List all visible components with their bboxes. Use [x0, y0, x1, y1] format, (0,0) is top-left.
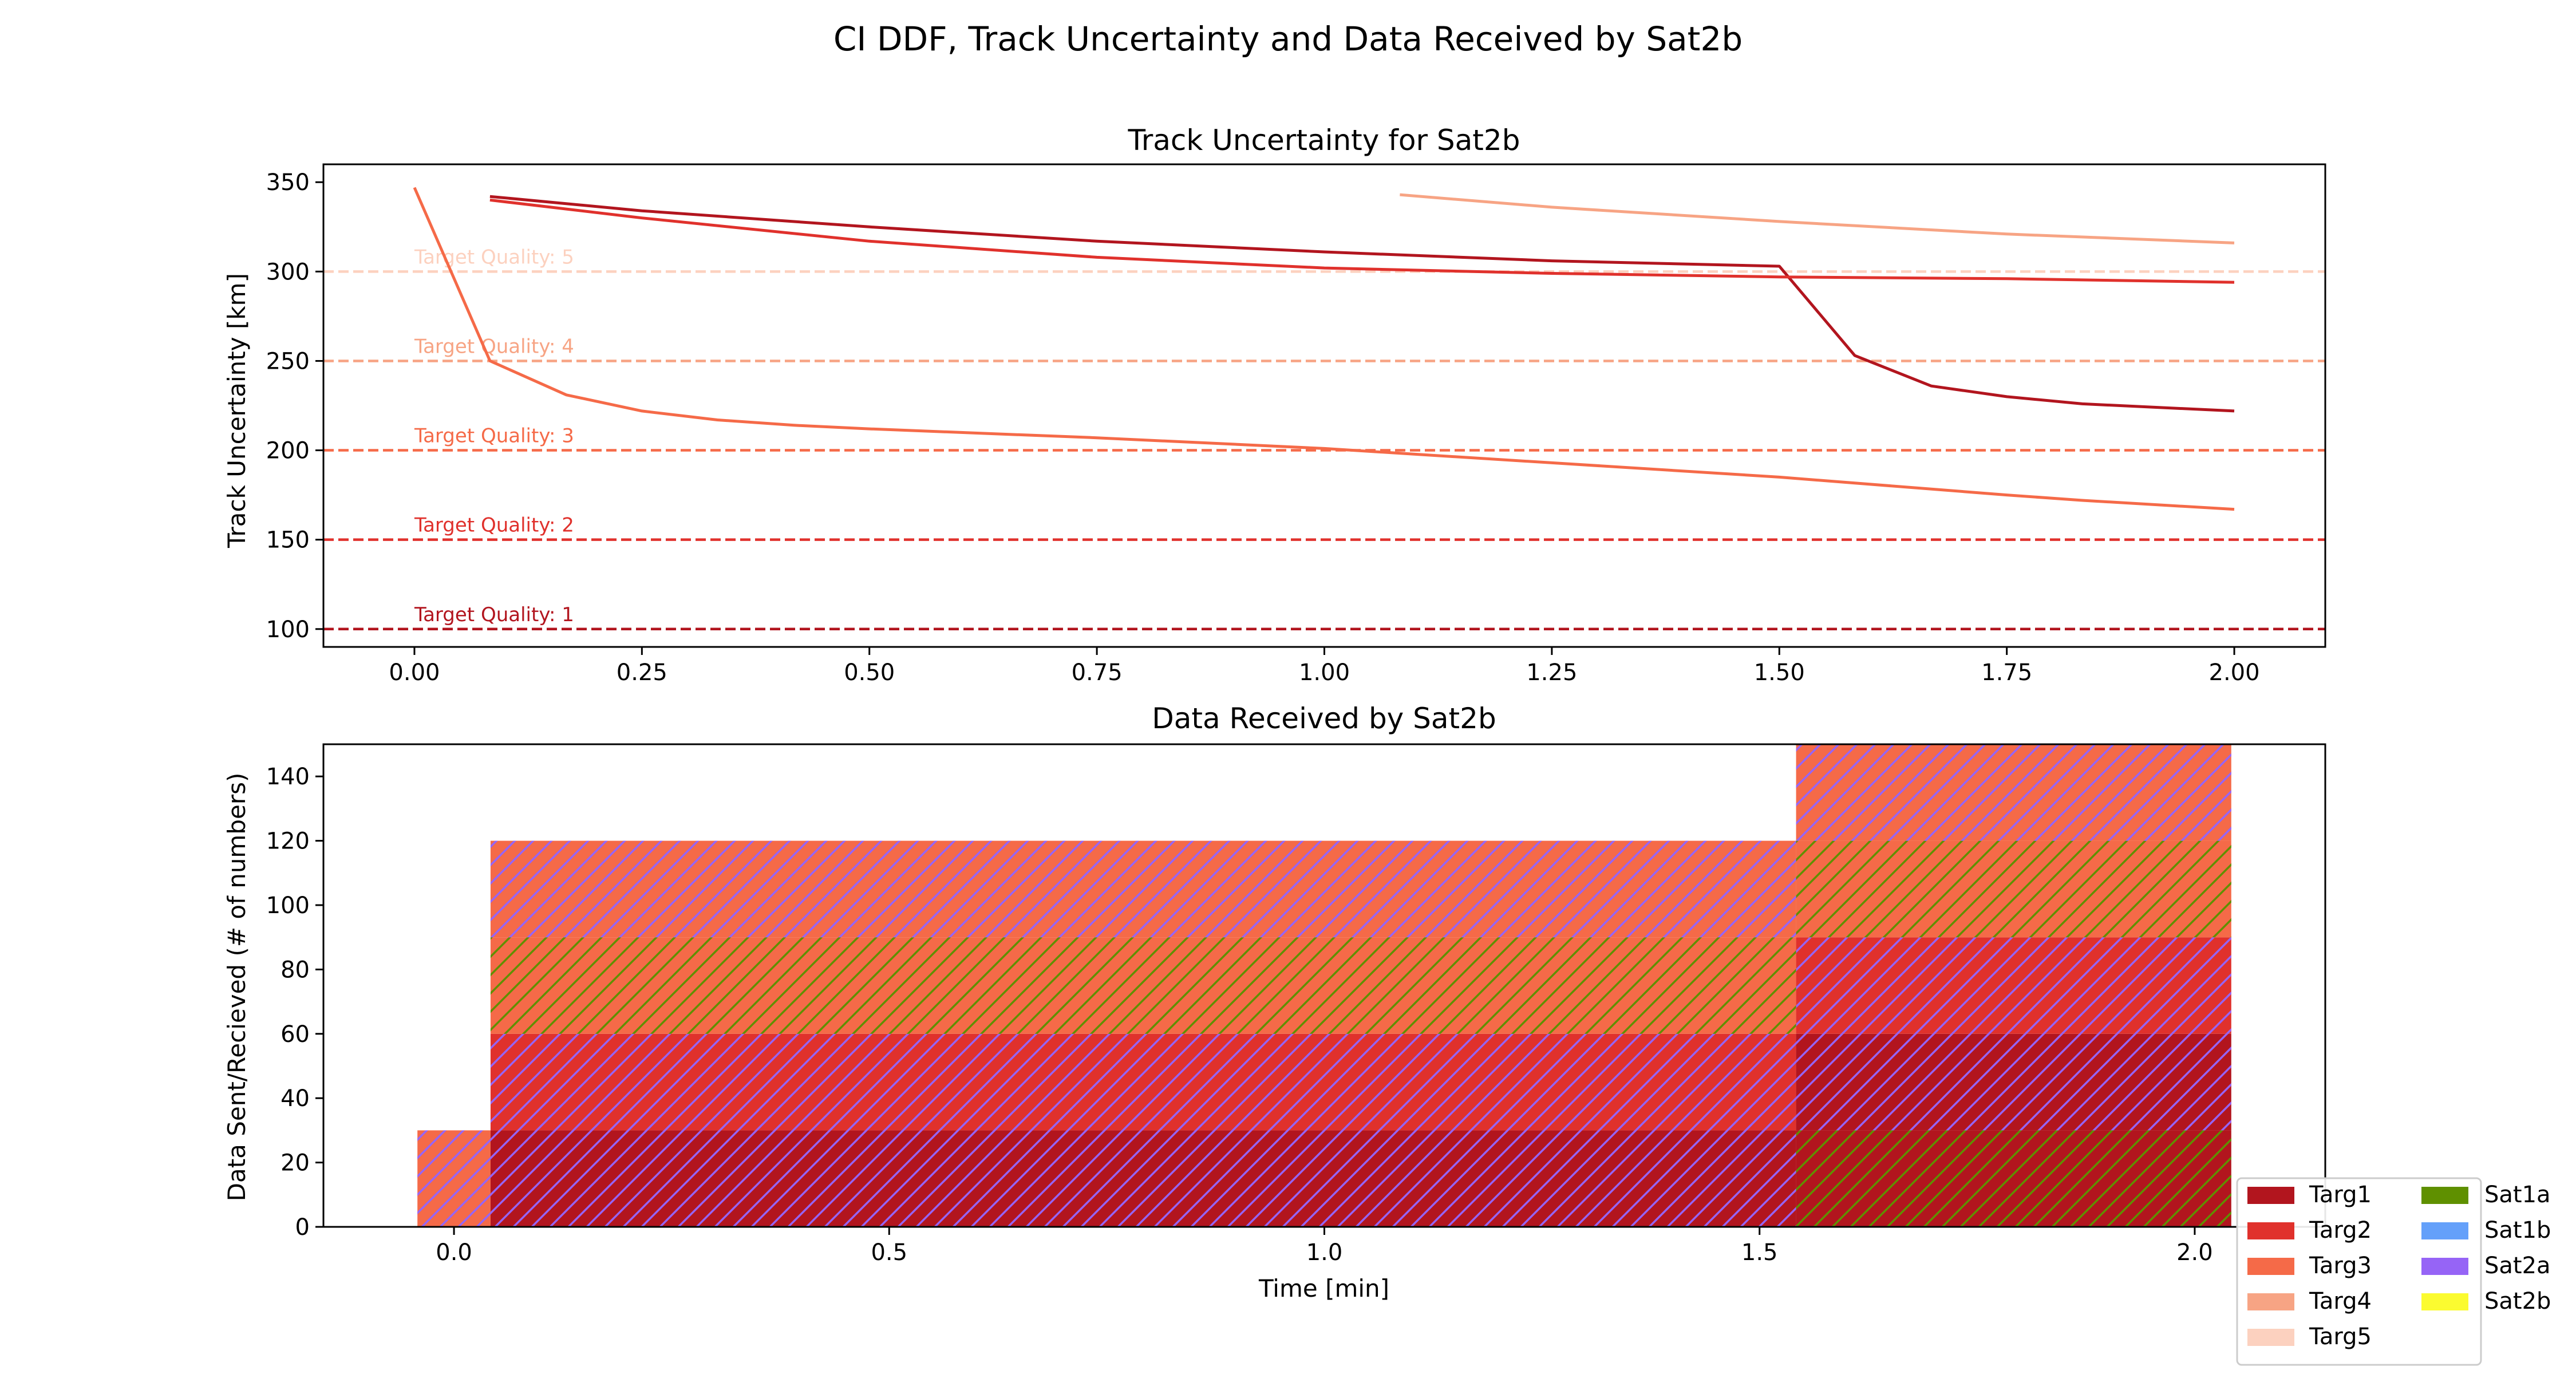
top-xtick-label: 1.25 [1526, 660, 1577, 686]
top-xtick-label: 2.00 [2209, 660, 2260, 686]
legend-label-targ5: Targ5 [2309, 1324, 2372, 1350]
legend-swatch-sat2b [2421, 1293, 2468, 1310]
bottom-plot-frame [322, 743, 2326, 1228]
bottom-ytick-label: 80 [280, 957, 310, 983]
bottom-chart-xlabel: Time [min] [1258, 1274, 1389, 1302]
legend-swatch-sat1a [2421, 1187, 2468, 1204]
bottom-ytick-label: 60 [280, 1021, 310, 1048]
bar-hatch-sat2a [490, 1033, 1796, 1131]
bar-hatch-sat2a [1796, 744, 2231, 841]
bottom-ytick-label: 100 [266, 893, 310, 919]
data-received-chart: Data Received by Sat2b Data Sent/Recieve… [223, 702, 2326, 1302]
figure-title: CI DDF, Track Uncertainty and Data Recei… [833, 19, 1743, 58]
target-quality-label-2: Target Quality: 2 [414, 514, 574, 537]
target-quality-label-1: Target Quality: 1 [414, 603, 574, 626]
track-series-4 [1400, 193, 2235, 244]
legend-swatch-targ3 [2247, 1258, 2294, 1275]
bar-hatch-sat1a [490, 937, 1796, 1034]
bottom-xtick-label: 1.0 [1306, 1239, 1343, 1266]
top-xtick-label: 0.75 [1072, 660, 1123, 686]
bottom-xtick-label: 0.5 [871, 1239, 907, 1266]
legend-label-sat2b: Sat2b [2484, 1288, 2551, 1314]
bar-hatch-sat2a [490, 1130, 1796, 1227]
top-ytick-label: 250 [266, 348, 310, 374]
bottom-chart-title: Data Received by Sat2b [1152, 702, 1496, 735]
legend: Targ1 Targ2 Targ3 Targ4 Targ5 Sat1a Sat1b Sat2a… [2236, 1177, 2551, 1366]
top-xtick-label: 0.00 [389, 660, 440, 686]
bottom-ytick-label: 40 [280, 1085, 310, 1112]
legend-swatch-sat2a [2421, 1258, 2468, 1275]
bottom-ytick-label: 0 [295, 1214, 310, 1241]
legend-label-targ3: Targ3 [2309, 1253, 2372, 1279]
legend-frame [2236, 1177, 2482, 1366]
track-series-3 [413, 187, 2235, 511]
legend-label-sat1a: Sat1a [2484, 1182, 2551, 1208]
legend-swatch-targ5 [2247, 1329, 2294, 1346]
bottom-ytick-label: 120 [266, 828, 310, 855]
bar-hatch-sat2a [490, 840, 1796, 938]
legend-label-targ4: Targ4 [2309, 1288, 2372, 1314]
top-plot-frame [322, 163, 2326, 648]
target-quality-label-5: Target Quality: 5 [414, 246, 574, 269]
bottom-chart-ylabel: Data Sent/Recieved (# of numbers) [223, 773, 251, 1202]
bottom-xtick-label: 0.0 [436, 1239, 472, 1266]
top-xtick-label: 0.50 [844, 660, 895, 686]
top-chart-ylabel: Track Uncertainty [km] [223, 273, 251, 548]
legend-label-sat2a: Sat2a [2484, 1253, 2551, 1279]
bar-hatch-sat1a [1796, 840, 2231, 938]
top-xtick-label: 1.50 [1754, 660, 1805, 686]
bottom-xtick-label: 2.0 [2176, 1239, 2213, 1266]
target-quality-label-3: Target Quality: 3 [414, 425, 574, 448]
bar-hatch-sat2a [1796, 1033, 2231, 1131]
track-uncertainty-chart: Track Uncertainty for Sat2b Track Uncert… [223, 124, 2326, 686]
legend-swatch-sat1b [2421, 1222, 2468, 1239]
target-quality-label-4: Target Quality: 4 [414, 335, 574, 358]
top-ytick-label: 300 [266, 259, 310, 285]
legend-swatch-targ1 [2247, 1187, 2294, 1204]
track-series-2 [489, 198, 2235, 284]
legend-label-sat1b: Sat1b [2484, 1217, 2551, 1243]
legend-swatch-targ2 [2247, 1222, 2294, 1239]
bar-hatch-sat2a [417, 1130, 491, 1227]
top-ytick-label: 150 [266, 527, 310, 554]
top-ytick-label: 200 [266, 438, 310, 464]
bar-hatch-sat2a [1796, 937, 2231, 1034]
top-ytick-label: 350 [266, 169, 310, 196]
legend-label-targ1: Targ1 [2309, 1182, 2372, 1208]
bar-hatch-sat1a [1796, 1130, 2231, 1227]
legend-label-targ2: Targ2 [2309, 1217, 2372, 1243]
top-ytick-label: 100 [266, 617, 310, 643]
track-series-1 [489, 195, 2235, 413]
top-chart-title: Track Uncertainty for Sat2b [1128, 124, 1520, 157]
bottom-ytick-label: 20 [280, 1150, 310, 1176]
bottom-ytick-label: 140 [266, 764, 310, 790]
top-xtick-label: 1.00 [1299, 660, 1350, 686]
legend-swatch-targ4 [2247, 1293, 2294, 1310]
top-xtick-label: 1.75 [1981, 660, 2032, 686]
top-xtick-label: 0.25 [617, 660, 667, 686]
bottom-xtick-label: 1.5 [1741, 1239, 1778, 1266]
